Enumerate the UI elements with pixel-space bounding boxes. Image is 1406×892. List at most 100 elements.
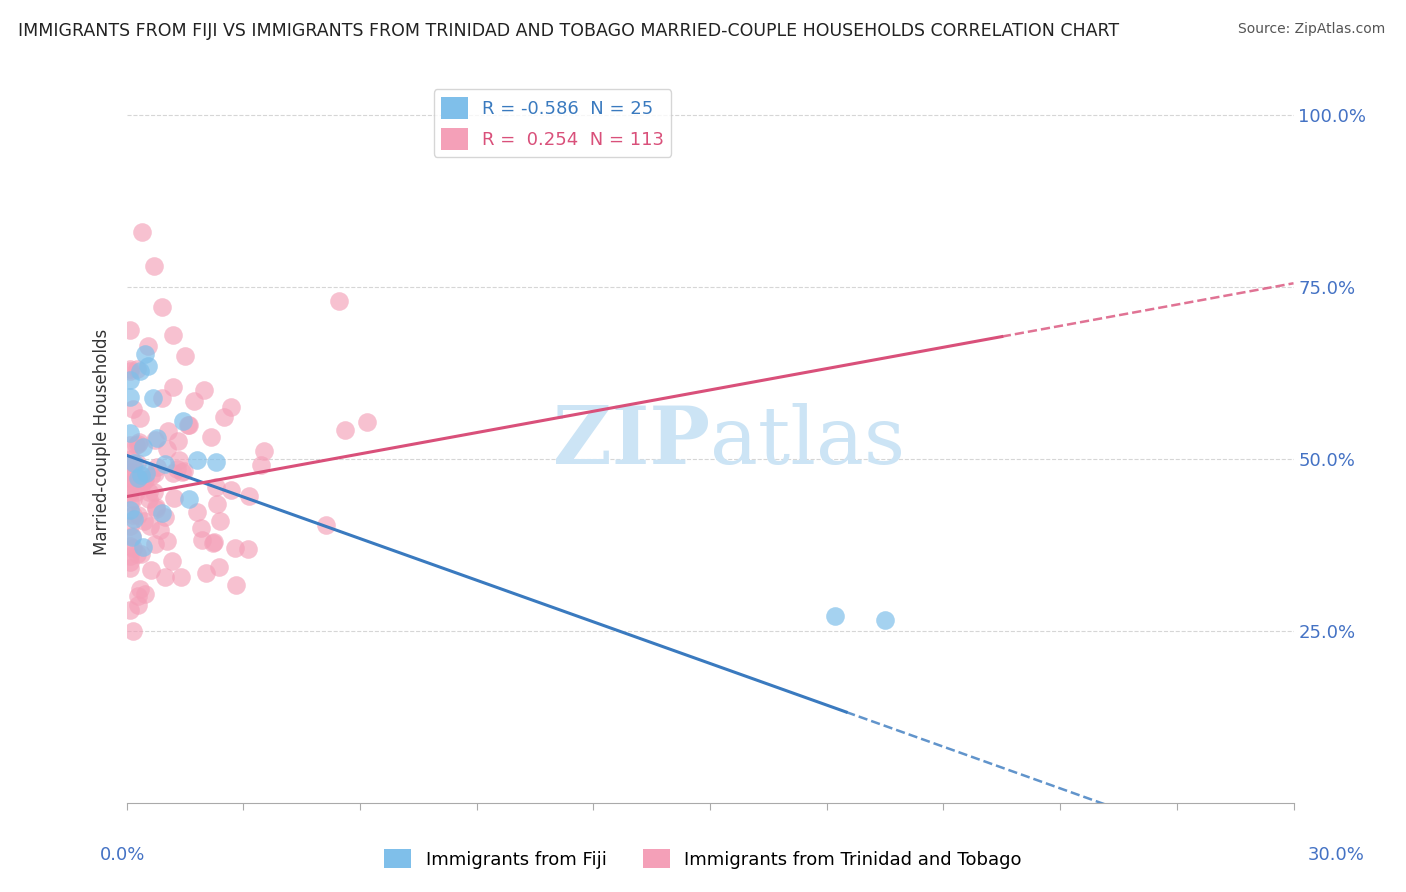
Point — [205, 479, 228, 493]
Point — [191, 533, 214, 547]
Point — [190, 521, 212, 535]
Point — [253, 443, 276, 458]
Point — [122, 624, 145, 638]
Point — [136, 359, 159, 373]
Point — [121, 530, 143, 544]
Point — [122, 459, 145, 474]
Point — [174, 349, 197, 363]
Point — [153, 569, 176, 583]
Point — [136, 339, 159, 353]
Point — [120, 555, 142, 569]
Point — [127, 508, 149, 523]
Point — [238, 542, 260, 557]
Point — [145, 500, 167, 514]
Point — [120, 390, 142, 404]
Point — [153, 510, 176, 524]
Point — [162, 327, 184, 342]
Point — [172, 414, 194, 428]
Point — [142, 391, 165, 405]
Point — [194, 566, 217, 581]
Point — [177, 491, 200, 506]
Point — [162, 553, 184, 567]
Point — [127, 361, 149, 376]
Point — [143, 467, 166, 481]
Legend: Immigrants from Fiji, Immigrants from Trinidad and Tobago: Immigrants from Fiji, Immigrants from Tr… — [377, 842, 1029, 876]
Point — [120, 452, 142, 467]
Point — [120, 519, 142, 533]
Point — [121, 471, 143, 485]
Point — [132, 541, 155, 555]
Point — [134, 473, 156, 487]
Point — [127, 547, 149, 561]
Point — [120, 364, 142, 378]
Point — [127, 471, 149, 485]
Point — [129, 364, 152, 378]
Point — [120, 485, 142, 500]
Point — [156, 424, 179, 438]
Point — [122, 541, 145, 556]
Point — [170, 570, 193, 584]
Point — [209, 514, 232, 528]
Point — [250, 458, 273, 472]
Point — [141, 563, 163, 577]
Point — [120, 476, 142, 491]
Point — [208, 560, 231, 574]
Point — [129, 582, 152, 596]
Point — [124, 512, 146, 526]
Point — [131, 473, 153, 487]
Point — [177, 417, 200, 432]
Text: Source: ZipAtlas.com: Source: ZipAtlas.com — [1237, 22, 1385, 37]
Point — [183, 393, 205, 408]
Point — [128, 478, 150, 492]
Point — [138, 491, 160, 506]
Point — [153, 457, 176, 471]
Point — [167, 453, 190, 467]
Point — [120, 438, 142, 452]
Point — [172, 465, 194, 479]
Point — [143, 537, 166, 551]
Point — [120, 323, 142, 337]
Point — [125, 484, 148, 499]
Point — [120, 495, 142, 509]
Point — [146, 460, 169, 475]
Point — [129, 547, 152, 561]
Point — [120, 503, 142, 517]
Point — [143, 484, 166, 499]
Point — [200, 430, 222, 444]
Point — [120, 425, 142, 440]
Point — [122, 456, 145, 470]
Point — [207, 497, 229, 511]
Point — [224, 541, 246, 555]
Point — [221, 400, 243, 414]
Point — [186, 452, 208, 467]
Point — [145, 431, 167, 445]
Point — [238, 490, 260, 504]
Text: ZIP: ZIP — [553, 402, 710, 481]
Point — [127, 598, 149, 612]
Point — [201, 536, 224, 550]
Y-axis label: Married-couple Households: Married-couple Households — [93, 328, 111, 555]
Point — [167, 434, 190, 448]
Point — [120, 560, 142, 574]
Point — [120, 549, 142, 563]
Point — [179, 417, 201, 432]
Point — [193, 383, 215, 397]
Point — [149, 523, 172, 537]
Point — [121, 508, 143, 523]
Point — [121, 457, 143, 471]
Point — [152, 392, 174, 406]
Point — [128, 434, 150, 449]
Text: 30.0%: 30.0% — [1308, 846, 1364, 863]
Point — [162, 467, 184, 481]
Point — [129, 411, 152, 425]
Point — [120, 362, 142, 376]
Point — [120, 475, 142, 489]
Point — [120, 603, 142, 617]
Point — [127, 437, 149, 451]
Point — [212, 410, 235, 425]
Point — [129, 467, 152, 482]
Point — [120, 465, 142, 479]
Point — [122, 474, 145, 488]
Point — [134, 587, 156, 601]
Point — [173, 464, 195, 478]
